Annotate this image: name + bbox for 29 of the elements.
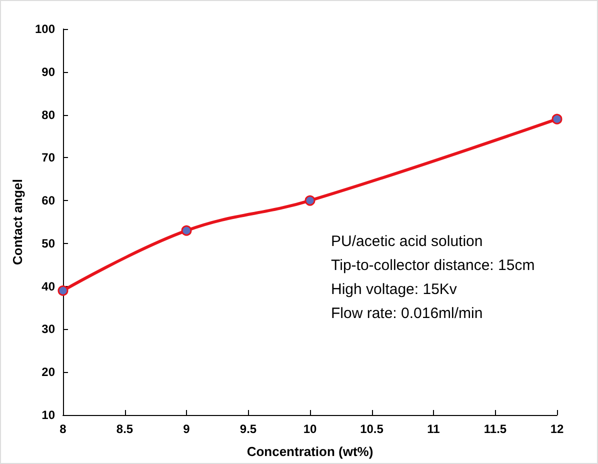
y-tick-label: 90 bbox=[42, 64, 56, 79]
point bbox=[304, 195, 316, 206]
y-tick-label: 20 bbox=[42, 365, 56, 380]
x-tick-label: 12 bbox=[550, 422, 564, 436]
y-tick-label: 70 bbox=[42, 150, 56, 165]
y-tick-label: 100 bbox=[34, 22, 56, 36]
annotation: High voltage: 15Kv bbox=[331, 281, 458, 298]
point bbox=[552, 114, 562, 124]
point bbox=[181, 225, 192, 236]
x-tick-label: 11 bbox=[427, 422, 440, 436]
x-tick-label: 10.5 bbox=[360, 422, 384, 436]
x-tick-label: 11.5 bbox=[484, 422, 507, 436]
x-tick-label: 8.5 bbox=[116, 422, 134, 436]
x-tick-label: 9 bbox=[183, 422, 190, 436]
annotation: Flow rate: 0.016ml/min bbox=[331, 305, 483, 322]
x-tick-label: 9.5 bbox=[240, 422, 257, 436]
y-tick-label: 80 bbox=[42, 108, 56, 122]
y-tick-label: 40 bbox=[42, 279, 56, 294]
annotation: Tip-to-collector distance: 15cm bbox=[331, 257, 535, 274]
y-tick-label: 30 bbox=[42, 322, 56, 336]
point bbox=[58, 285, 68, 296]
x-axis-title: Concentration (wt%) bbox=[246, 444, 374, 459]
y-tick-label: 50 bbox=[42, 236, 56, 250]
y-axis-title: Contact angel bbox=[10, 179, 26, 265]
x-tick-label: 10 bbox=[303, 422, 317, 436]
y-tick-label: 10 bbox=[42, 408, 56, 422]
x-tick-label: 8 bbox=[60, 422, 67, 436]
y-tick-label: 60 bbox=[42, 194, 56, 208]
annotation: PU/acetic acid solution bbox=[331, 233, 483, 250]
